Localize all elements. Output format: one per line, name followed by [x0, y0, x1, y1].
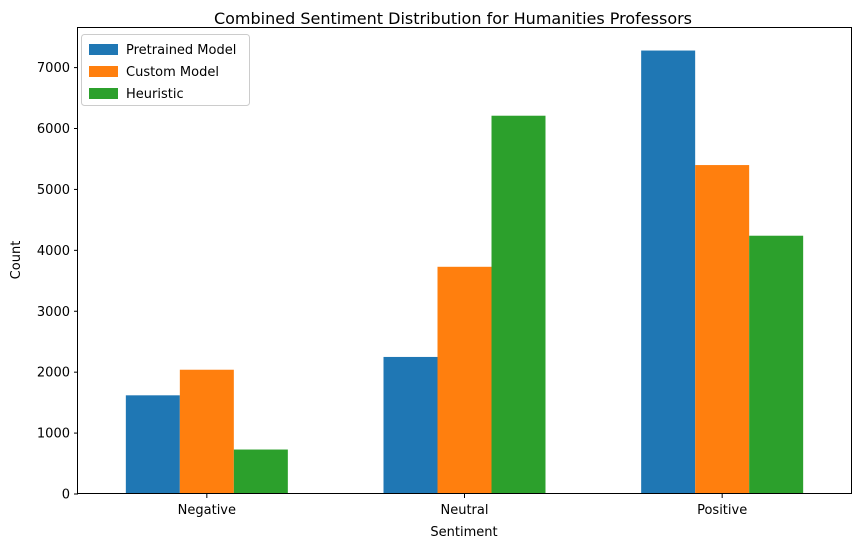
legend-label: Pretrained Model	[126, 43, 236, 58]
legend-swatch	[89, 44, 118, 55]
y-tick-label: 3000	[37, 305, 70, 320]
y-tick-label: 6000	[37, 122, 70, 137]
x-axis-label: Sentiment	[430, 525, 497, 540]
legend: Pretrained Model Custom Model Heuristic	[81, 34, 250, 106]
y-tick-label: 0	[62, 488, 70, 503]
y-tick-label: 2000	[37, 366, 70, 381]
y-axis-label: Count	[9, 241, 24, 280]
bar-custom-model-neutral	[437, 266, 492, 494]
bar-pretrained-model-positive	[641, 50, 696, 494]
bar-custom-model-negative	[179, 369, 234, 494]
y-tick-label: 7000	[37, 61, 70, 76]
legend-swatch	[89, 66, 118, 77]
x-tick-label: Positive	[697, 503, 747, 518]
legend-frame	[81, 34, 250, 106]
bar-heuristic-negative	[233, 449, 288, 494]
y-tick-label: 1000	[37, 427, 70, 442]
x-axis-ticks: Negative Neutral Positive	[178, 494, 747, 518]
legend-label: Custom Model	[126, 65, 219, 80]
y-tick-label: 5000	[37, 183, 70, 198]
plot-frame	[77, 27, 852, 494]
bars-group	[125, 50, 804, 494]
y-axis-ticks: 0 1000 2000 3000 4000 5000 6000 7000	[37, 61, 78, 503]
bar-pretrained-model-negative	[125, 395, 180, 494]
x-tick-label: Neutral	[441, 503, 489, 518]
bar-heuristic-neutral	[491, 115, 546, 494]
bar-heuristic-positive	[749, 235, 804, 494]
legend-swatch	[89, 88, 118, 99]
chart-title: Combined Sentiment Distribution for Huma…	[214, 9, 692, 28]
y-tick-label: 4000	[37, 244, 70, 259]
legend-label: Heuristic	[126, 87, 184, 102]
bar-custom-model-positive	[695, 165, 750, 494]
x-tick-label: Negative	[178, 503, 236, 518]
bar-pretrained-model-neutral	[383, 356, 438, 494]
